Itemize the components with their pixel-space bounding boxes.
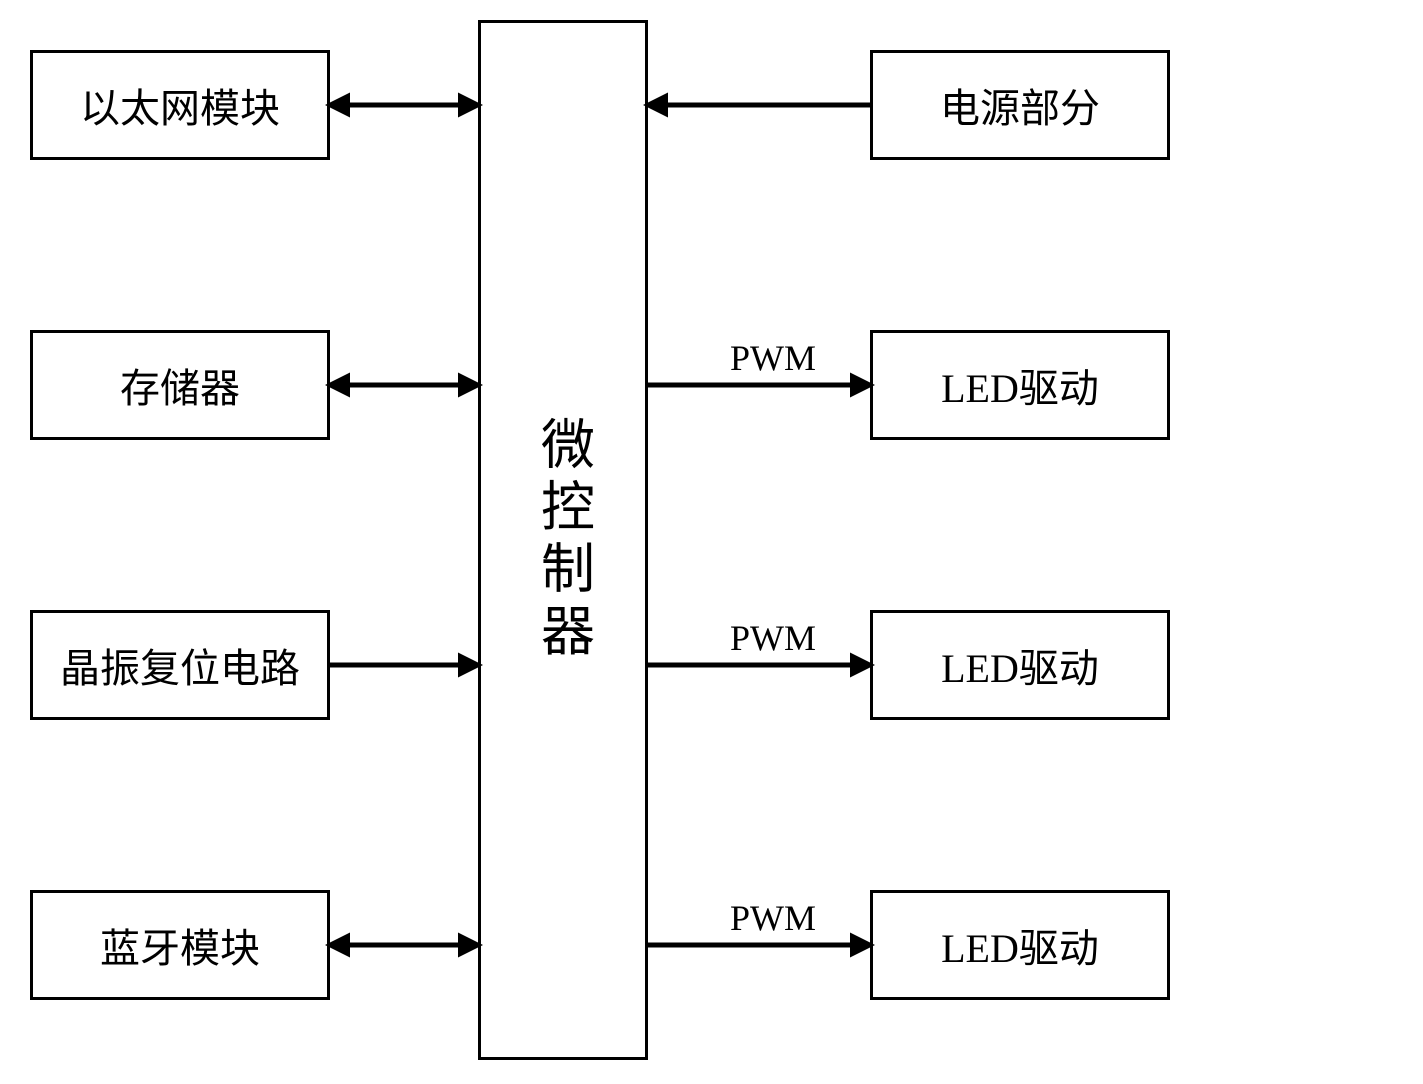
diagram-root: 微控制器 以太网模块 存储器 晶振复位电路 蓝牙模块 电源部分 LED驱动 LE… [0, 0, 1423, 1084]
edge-label-pwm-3: PWM [730, 897, 816, 939]
right-block-label: LED驱动 [941, 356, 1099, 414]
center-block-label: 微控制器 [524, 416, 603, 664]
left-block-memory: 存储器 [30, 330, 330, 440]
left-block-label: 以太网模块 [80, 76, 280, 134]
edge-label-pwm-1: PWM [730, 337, 816, 379]
right-block-led-driver-1: LED驱动 [870, 330, 1170, 440]
left-block-label: 晶振复位电路 [60, 636, 300, 694]
right-block-label: LED驱动 [941, 636, 1099, 694]
left-block-ethernet-module: 以太网模块 [30, 50, 330, 160]
left-block-label: 蓝牙模块 [100, 916, 260, 974]
right-block-power-section: 电源部分 [870, 50, 1170, 160]
edge-label-pwm-2: PWM [730, 617, 816, 659]
right-block-led-driver-3: LED驱动 [870, 890, 1170, 1000]
right-block-led-driver-2: LED驱动 [870, 610, 1170, 720]
left-block-crystal-reset-circuit: 晶振复位电路 [30, 610, 330, 720]
right-block-label: LED驱动 [941, 916, 1099, 974]
right-block-label: 电源部分 [940, 76, 1100, 134]
center-block-microcontroller: 微控制器 [478, 20, 648, 1060]
left-block-bluetooth-module: 蓝牙模块 [30, 890, 330, 1000]
left-block-label: 存储器 [120, 356, 240, 414]
